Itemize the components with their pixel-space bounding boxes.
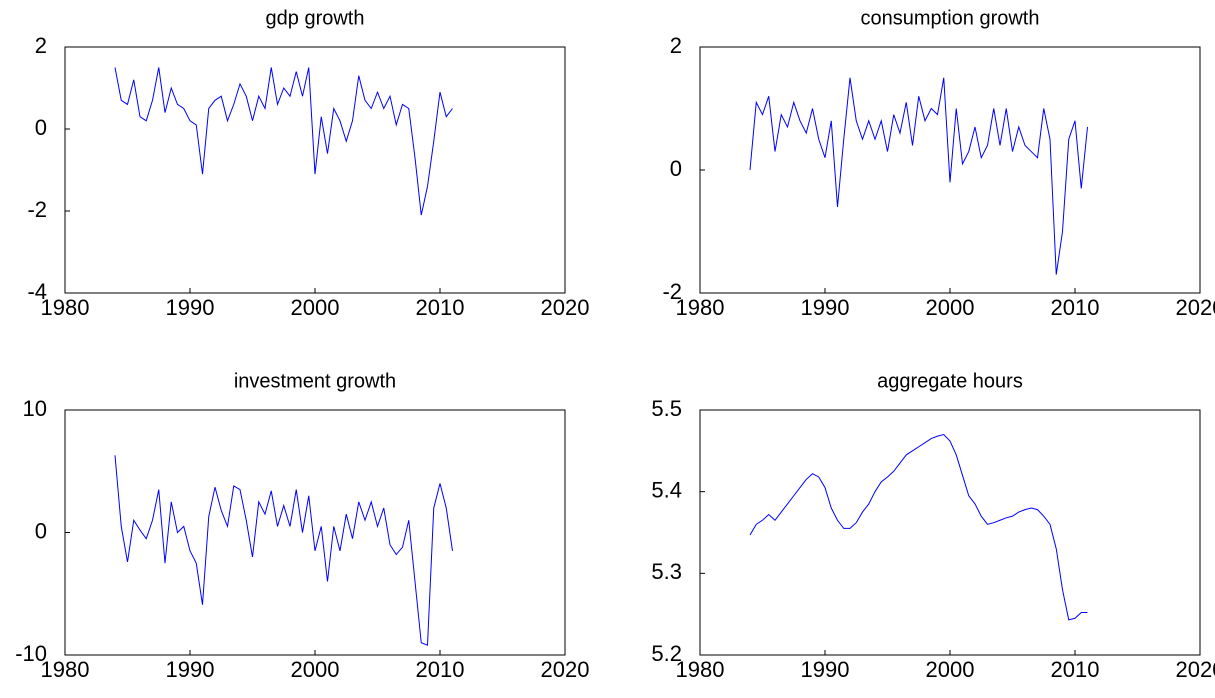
x-tick-label: 2000	[291, 657, 340, 682]
axes-box	[64, 409, 566, 656]
data-line	[114, 455, 453, 646]
x-tick-label: 1990	[166, 295, 215, 320]
y-tick-label: 10	[23, 396, 47, 421]
x-tick-label: 2020	[541, 295, 590, 320]
x-tick-label: 2010	[416, 295, 465, 320]
x-tick-label: 1980	[41, 657, 90, 682]
x-tick-label: 2000	[926, 295, 975, 320]
x-tick-label: 1980	[676, 657, 725, 682]
x-tick-label: 2010	[416, 657, 465, 682]
y-tick-label: 0	[35, 518, 47, 543]
y-tick-label: -2	[27, 197, 47, 222]
y-tick-label: 5.3	[651, 559, 682, 584]
x-tick-label: 1980	[41, 295, 90, 320]
y-tick-label: 2	[35, 33, 47, 58]
y-tick-label: -2	[662, 279, 682, 304]
x-tick-label: 1990	[166, 657, 215, 682]
y-tick-label: 0	[670, 156, 682, 181]
y-tick-label: 5.2	[651, 641, 682, 666]
axes-box	[699, 409, 1201, 656]
y-tick-label: 5.5	[651, 396, 682, 421]
x-tick-label: 2020	[541, 657, 590, 682]
x-tick-label: 1990	[801, 295, 850, 320]
data-line	[749, 433, 1088, 621]
x-tick-label: 2010	[1051, 657, 1100, 682]
data-line	[114, 67, 453, 216]
axes-box	[699, 46, 1201, 294]
x-tick-label: 2000	[291, 295, 340, 320]
y-tick-label: 5.4	[651, 477, 682, 502]
x-tick-label: 2020	[1176, 295, 1215, 320]
x-tick-label: 2000	[926, 657, 975, 682]
chart-title: investment growth	[234, 370, 396, 392]
x-tick-label: 1990	[801, 657, 850, 682]
x-tick-label: 2010	[1051, 295, 1100, 320]
chart-title: aggregate hours	[877, 370, 1023, 392]
y-tick-label: 2	[670, 33, 682, 58]
chart-title: gdp growth	[266, 7, 365, 29]
x-tick-label: 2020	[1176, 657, 1215, 682]
chart-title: consumption growth	[861, 7, 1040, 29]
x-tick-label: 1980	[676, 295, 725, 320]
y-tick-label: 0	[35, 115, 47, 140]
y-tick-label: -4	[27, 279, 47, 304]
y-tick-label: -10	[15, 641, 47, 666]
data-line	[749, 77, 1088, 275]
